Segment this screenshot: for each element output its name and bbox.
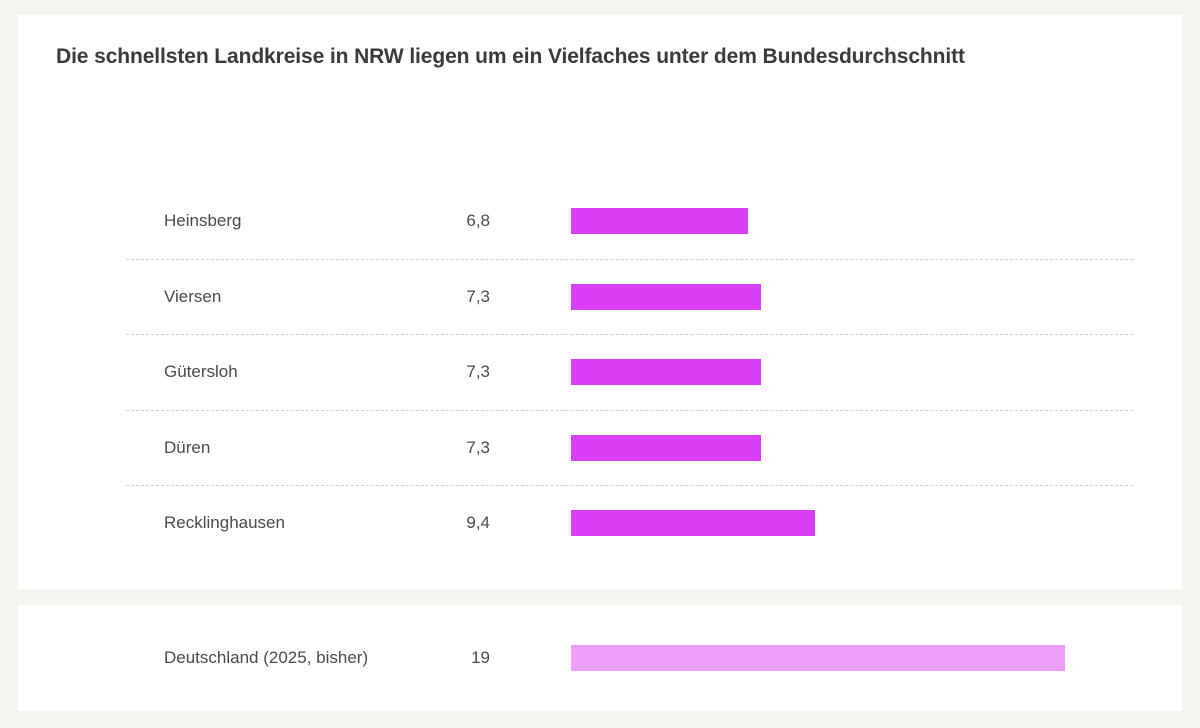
bar: [571, 283, 761, 310]
bar-row: Viersen 7,3: [18, 259, 1182, 335]
value-label: 7,3: [466, 286, 490, 306]
bar-row: Gütersloh 7,3: [18, 334, 1182, 410]
row-divider: [126, 410, 1133, 411]
value-label: 6,8: [466, 211, 490, 230]
bar-row: Heinsberg 6,8: [18, 183, 1182, 259]
chart-card: Die schnellsten Landkreise in NRW liegen…: [18, 15, 1182, 589]
value-label: 9,4: [466, 513, 490, 532]
value-label: 7,3: [466, 437, 490, 457]
bar: [571, 208, 748, 234]
comparison-bar: [571, 645, 1065, 671]
row-divider: [126, 259, 1133, 260]
comparison-card: Deutschland (2025, bisher) 19: [18, 605, 1182, 711]
bar: [571, 359, 761, 385]
comparison-label: Deutschland (2025, bisher): [164, 648, 369, 667]
chart-title: Die schnellsten Landkreise in NRW liegen…: [56, 45, 965, 68]
bar-row: Recklinghausen 9,4: [18, 485, 1182, 561]
comparison-row: Deutschland (2025, bisher) 19: [18, 620, 1182, 696]
value-label: 7,3: [466, 362, 490, 381]
bar-row: Düren 7,3: [18, 410, 1182, 486]
row-divider: [126, 485, 1133, 486]
category-label: Gütersloh: [164, 362, 238, 381]
category-label: Düren: [164, 437, 211, 457]
bar: [571, 510, 815, 536]
bar: [571, 434, 761, 461]
category-label: Viersen: [164, 286, 222, 306]
row-divider: [126, 334, 1133, 335]
category-label: Heinsberg: [164, 211, 242, 230]
category-label: Recklinghausen: [164, 513, 285, 532]
comparison-value: 19: [471, 648, 490, 667]
